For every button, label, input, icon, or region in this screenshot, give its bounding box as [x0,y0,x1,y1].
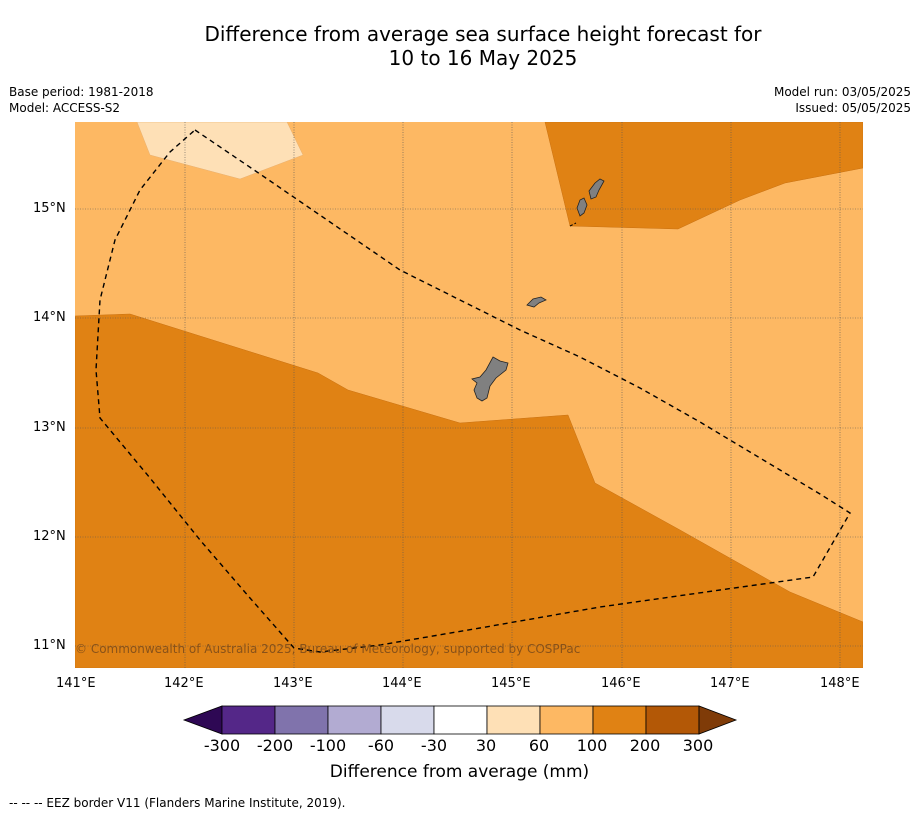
colorbar-segment-9 [645,705,700,735]
cb-label-6: 60 [528,736,550,755]
cb-label-9: 300 [682,736,714,755]
x-tick-142e: 142°E [164,676,204,691]
base-period: Base period: 1981-2018 [9,85,154,99]
x-tick-143e: 143°E [273,676,313,691]
colorbar-segment-8 [592,705,647,735]
model-name: Model: ACCESS-S2 [9,101,121,115]
colorbar-segment-7 [539,705,594,735]
title-line-1: Difference from average sea surface heig… [204,22,762,46]
x-tick-145e: 145°E [491,676,531,691]
cb-label-5: 30 [475,736,497,755]
cb-label-0: -300 [203,736,241,755]
colorbar-segment-6 [486,705,541,735]
colorbar-segment-3 [327,705,382,735]
y-tick-15n: 15°N [33,201,66,216]
cb-label-8: 200 [629,736,661,755]
eez-footer-note: -- -- -- EEZ border V11 (Flanders Marine… [9,796,346,810]
y-tick-14n: 14°N [33,310,66,325]
colorbar-extend-high [698,705,738,735]
x-tick-141e: 141°E [56,676,96,691]
x-tick-146e: 146°E [601,676,641,691]
graticule [75,122,863,668]
cb-label-4: -30 [420,736,448,755]
model-run: Model run: 03/05/2025 [773,85,911,99]
title-line-2: 10 to 16 May 2025 [388,46,578,70]
island-tinian [576,197,588,217]
cb-label-1: -200 [256,736,294,755]
island-guam [471,356,509,402]
cb-label-7: 100 [576,736,608,755]
band-100-200-south [75,313,863,668]
x-tick-144e: 144°E [382,676,422,691]
cb-label-2: -100 [309,736,347,755]
island-rota [526,296,547,308]
colorbar-segment-1 [221,705,276,735]
y-tick-11n: 11°N [33,638,66,653]
y-tick-13n: 13°N [33,420,66,435]
x-tick-148e: 148°E [820,676,860,691]
map-title: Difference from average sea surface heig… [0,22,919,70]
colorbar-segment-5 [433,705,488,735]
eez-border [95,129,851,653]
y-tick-12n: 12°N [33,529,66,544]
islands [471,178,605,402]
issued-date: Issued: 05/05/2025 [795,101,911,115]
island-saipan [588,178,605,200]
map-plot [75,122,863,668]
cb-label-3: -60 [367,736,395,755]
colorbar-extend-low [182,705,223,735]
eez-fragment [569,222,577,227]
meta-left: Base period: 1981-2018 Model: ACCESS-S2 [9,84,154,116]
meta-right: Model run: 03/05/2025 Issued: 05/05/2025 [774,84,911,116]
colorbar-title: Difference from average (mm) [329,762,590,782]
colorbar-segment-2 [274,705,329,735]
x-tick-147e: 147°E [710,676,750,691]
colorbar [182,705,738,735]
band-100-200-north [544,122,863,230]
band-30-60 [136,122,304,180]
copyright-credit: © Commonwealth of Australia 2025, Bureau… [75,642,581,656]
colorbar-segment-4 [380,705,435,735]
